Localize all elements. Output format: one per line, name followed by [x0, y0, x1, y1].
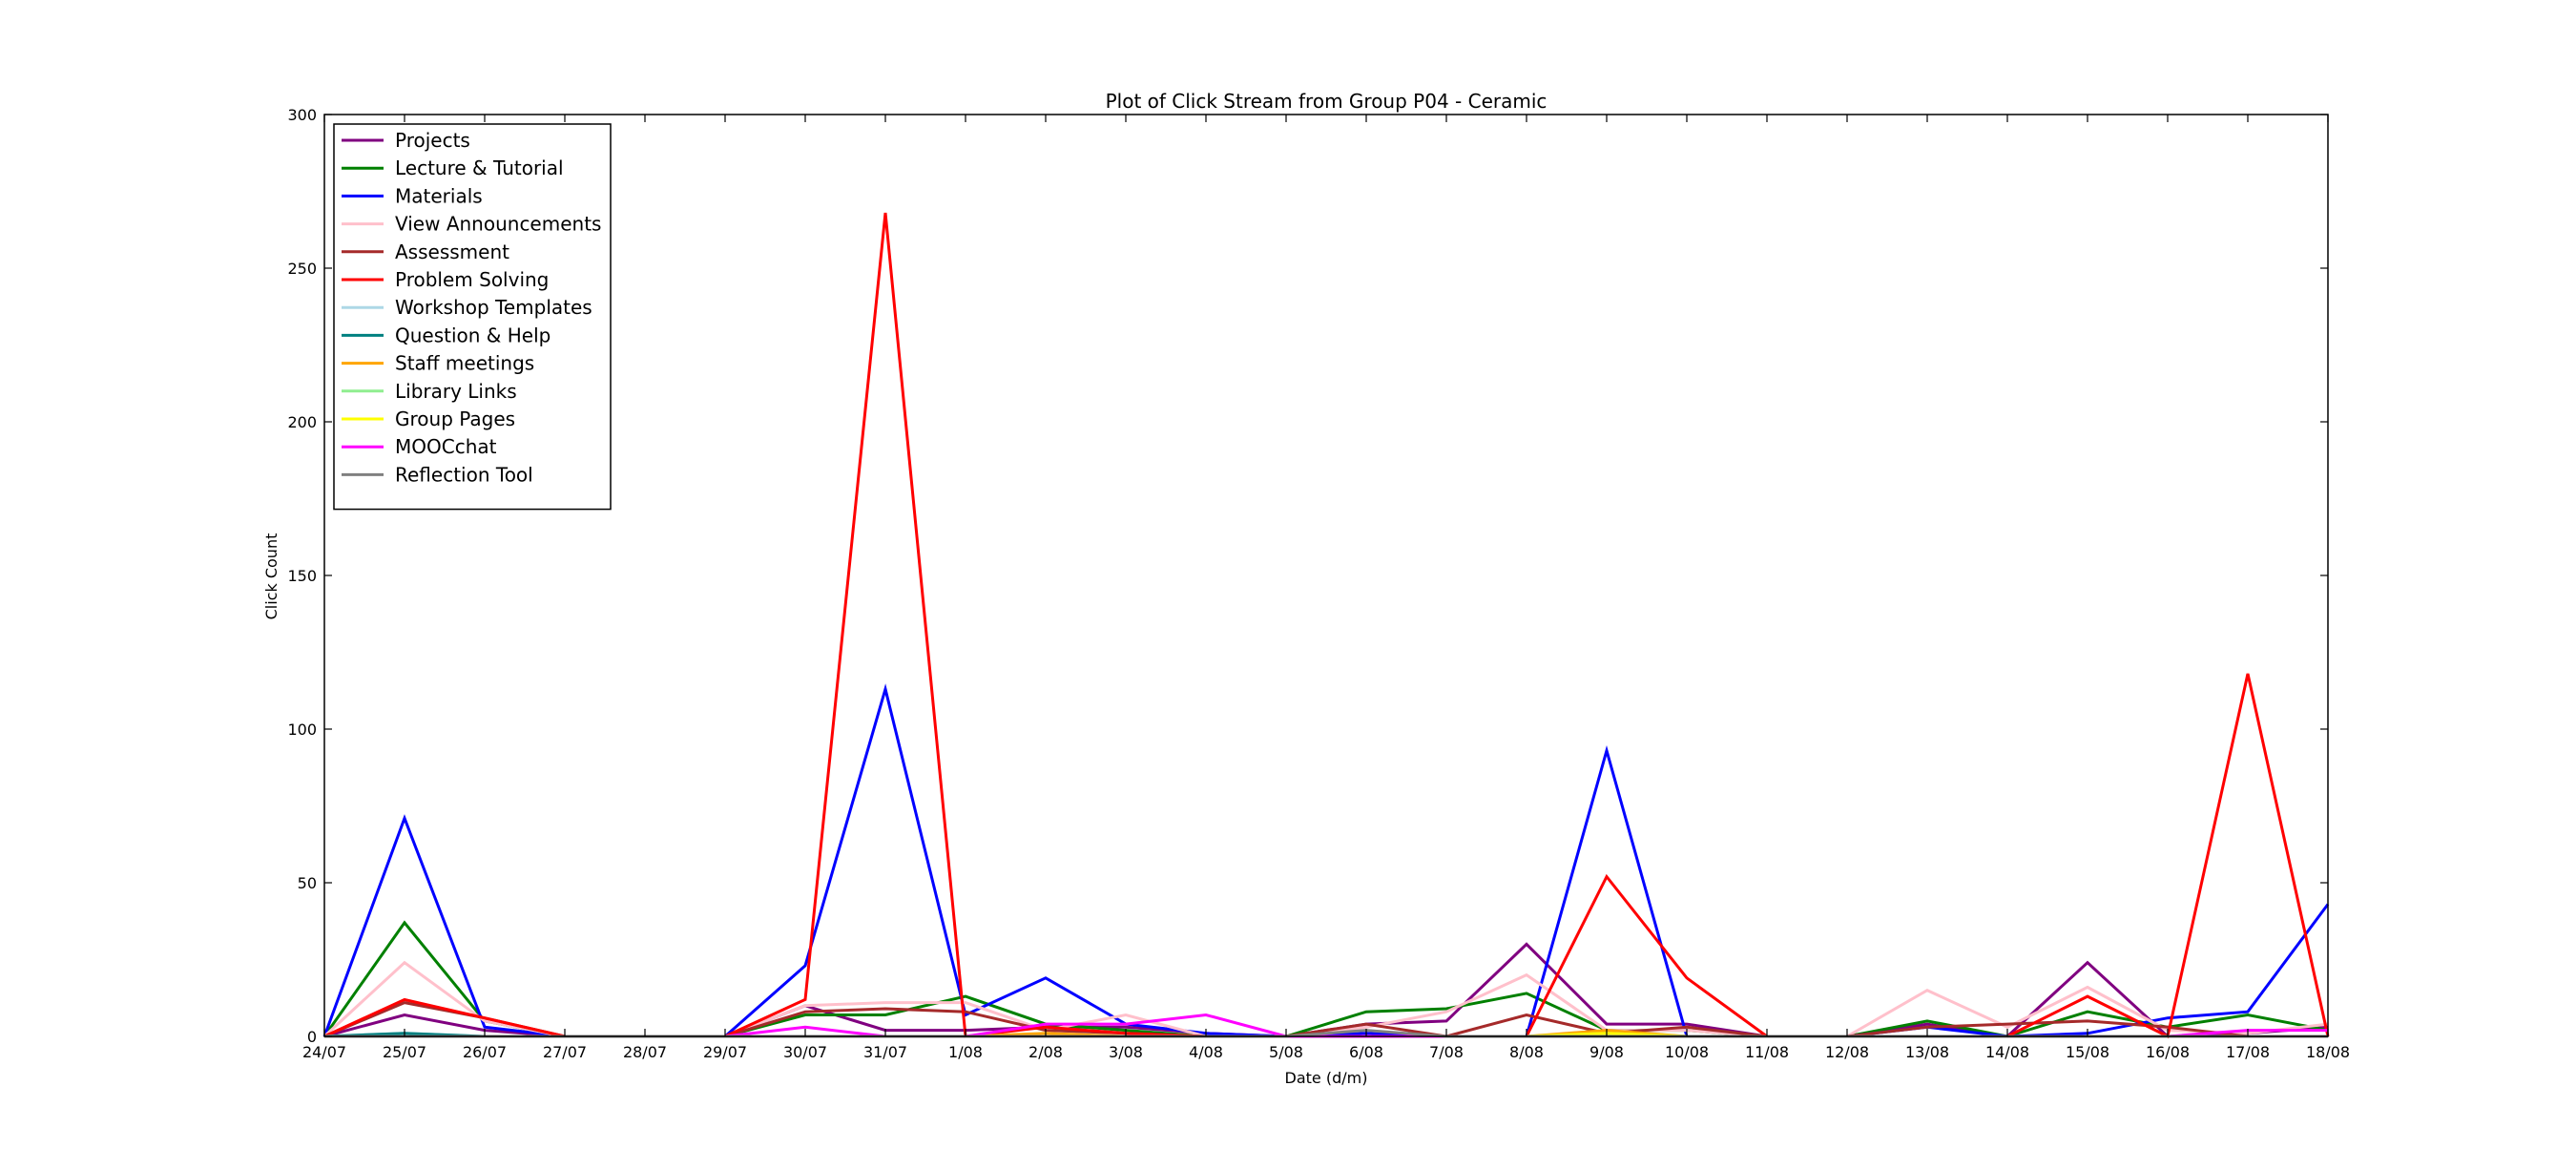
legend-label-8: Staff meetings — [395, 352, 534, 375]
y-tick-label: 250 — [287, 260, 317, 278]
plot-area-frame — [323, 114, 2329, 1037]
x-tick-label: 27/07 — [543, 1043, 587, 1061]
y-tick-label: 150 — [287, 567, 317, 585]
legend-label-7: Question & Help — [395, 324, 551, 346]
y-tick-label: 300 — [287, 106, 317, 124]
legend-label-5: Problem Solving — [395, 268, 549, 291]
x-tick-label: 25/07 — [383, 1043, 426, 1061]
series-layer — [322, 212, 2330, 1039]
x-tick-label: 18/08 — [2306, 1043, 2350, 1061]
x-tick-label: 16/08 — [2146, 1043, 2190, 1061]
legend: Projects Lecture & Tutorial Materials View … — [333, 123, 612, 511]
x-tick-label: 2/08 — [1028, 1043, 1063, 1061]
x-tick-label: 29/07 — [703, 1043, 747, 1061]
x-tick-label: 13/08 — [1905, 1043, 1949, 1061]
legend-label-10: Group Pages — [395, 407, 515, 430]
legend-label-3: View Announcements — [395, 213, 601, 236]
x-tick-label: 30/07 — [783, 1043, 827, 1061]
x-tick-label: 14/08 — [1985, 1043, 2029, 1061]
series-line-5 — [323, 212, 2330, 1039]
legend-label-9: Library Links — [395, 380, 517, 403]
x-axis-label: Date (d/m) — [1285, 1069, 1368, 1087]
x-tick-label: 7/08 — [1429, 1043, 1464, 1061]
legend-label-6: Workshop Templates — [395, 296, 592, 319]
x-tick-label: 11/08 — [1745, 1043, 1789, 1061]
legend-label-12: Reflection Tool — [395, 463, 533, 486]
x-tick-label: 26/07 — [463, 1043, 507, 1061]
x-tick-label: 5/08 — [1269, 1043, 1303, 1061]
legend-label-0: Projects — [395, 129, 470, 152]
y-tick-label: 100 — [287, 721, 317, 739]
x-tick-label: 24/07 — [302, 1043, 346, 1061]
x-tick-label: 6/08 — [1349, 1043, 1383, 1061]
x-tick-label: 17/08 — [2226, 1043, 2270, 1061]
series-line-2 — [322, 683, 2330, 1038]
legend-label-2: Materials — [395, 184, 483, 207]
x-tick-label: 8/08 — [1509, 1043, 1544, 1061]
legend-box — [333, 123, 612, 511]
x-tick-label: 15/08 — [2066, 1043, 2109, 1061]
x-tick-label: 31/07 — [863, 1043, 907, 1061]
y-tick-label: 0 — [307, 1028, 317, 1046]
legend-label-11: MOOCchat — [395, 435, 497, 458]
axis-ticks: 24/07 25/07 26/07 27/07 28/07 29/07 30/07 31/07… — [287, 106, 2350, 1061]
x-tick-label: 1/08 — [948, 1043, 983, 1061]
x-tick-label: 4/08 — [1189, 1043, 1223, 1061]
chart-title: Plot of Click Stream from Group P04 - Ce… — [1106, 90, 1548, 113]
legend-label-1: Lecture & Tutorial — [395, 157, 564, 179]
x-tick-label: 10/08 — [1665, 1043, 1709, 1061]
x-tick-label: 3/08 — [1109, 1043, 1143, 1061]
y-tick-label: 200 — [287, 413, 317, 431]
x-tick-label: 9/08 — [1589, 1043, 1624, 1061]
legend-label-4: Assessment — [395, 240, 509, 263]
x-tick-label: 28/07 — [623, 1043, 667, 1061]
x-tick-label: 12/08 — [1825, 1043, 1869, 1061]
y-axis-label: Click Count — [262, 533, 280, 620]
y-tick-label: 50 — [298, 874, 317, 892]
